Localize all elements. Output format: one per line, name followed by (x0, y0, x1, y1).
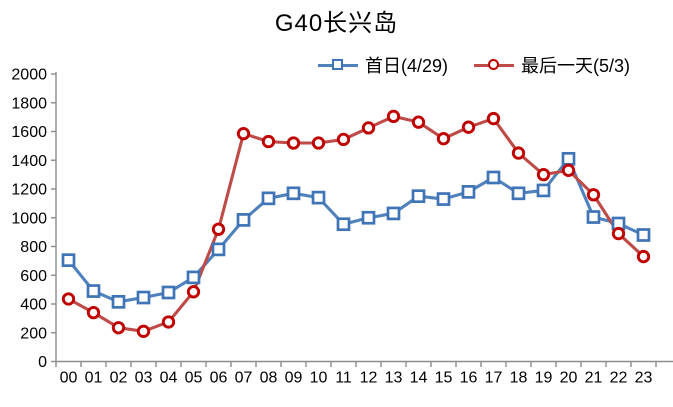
marker-last-day-12 (361, 121, 376, 135)
marker-last-day-22 (611, 226, 626, 241)
y-axis-label: 1600 (11, 124, 47, 141)
marker-first-day-08 (261, 191, 276, 206)
marker-last-day-16 (461, 120, 476, 134)
x-axis-label: 08 (260, 370, 278, 387)
marker-first-day-03 (136, 290, 151, 305)
legend-item-last-day: 最后一天(5/3) (474, 52, 630, 78)
chart-title: G40长兴岛 (274, 10, 399, 37)
x-axis-label: 05 (185, 370, 203, 387)
marker-first-day-21 (586, 210, 601, 224)
marker-first-day-11 (336, 217, 351, 232)
marker-last-day-00 (61, 292, 76, 306)
y-axis-label: 800 (20, 239, 47, 256)
series-line-last-day (66, 114, 646, 333)
y-axis-label: 600 (20, 268, 47, 285)
marker-last-day-05 (186, 285, 201, 299)
x-axis-label: 12 (360, 370, 378, 387)
marker-first-day-04 (161, 285, 176, 300)
marker-last-day-08 (261, 134, 276, 149)
marker-first-day-00 (61, 253, 76, 268)
marker-last-day-17 (486, 111, 501, 126)
legend-square-marker-icon (332, 59, 343, 70)
legend-marker-first-day-icon (318, 58, 358, 72)
marker-first-day-16 (461, 185, 476, 199)
y-axis-label: 2000 (11, 67, 47, 84)
x-axis-label: 10 (310, 370, 328, 387)
marker-last-day-15 (436, 132, 451, 146)
marker-first-day-01 (86, 284, 101, 298)
x-axis-label: 04 (160, 370, 178, 387)
legend-item-first-day: 首日(4/29) (318, 52, 448, 78)
series-line-first-day (66, 157, 646, 304)
x-axis-label: 14 (410, 370, 428, 387)
marker-first-day-10 (311, 190, 326, 205)
marker-first-day-23 (636, 228, 651, 242)
legend-marker-last-day-icon (474, 58, 515, 72)
x-axis-label: 20 (560, 370, 578, 387)
x-axis-label: 22 (610, 370, 628, 387)
x-axis-label: 16 (460, 370, 478, 387)
marker-first-day-14 (411, 189, 426, 204)
marker-first-day-06 (211, 242, 226, 257)
legend-label-last-day: 最后一天(5/3) (521, 56, 631, 76)
marker-first-day-13 (386, 206, 401, 221)
legend-circle-marker-icon (488, 59, 500, 70)
y-axis-label: 0 (38, 354, 47, 371)
x-axis-label: 13 (385, 370, 403, 387)
marker-last-day-06 (211, 222, 226, 236)
marker-last-day-23 (636, 249, 651, 264)
x-axis-label: 07 (235, 370, 253, 387)
marker-last-day-18 (511, 146, 526, 160)
x-axis-label: 17 (485, 370, 503, 387)
marker-first-day-09 (286, 186, 301, 201)
y-axis-label: 1000 (11, 210, 47, 227)
x-axis-label: 18 (510, 370, 528, 387)
marker-last-day-21 (586, 188, 601, 202)
x-axis-label: 01 (85, 370, 103, 387)
marker-last-day-09 (286, 136, 301, 150)
marker-last-day-04 (161, 315, 176, 329)
marker-last-day-13 (386, 109, 401, 124)
marker-last-day-10 (311, 136, 326, 150)
legend-label-first-day: 首日(4/29) (365, 56, 449, 76)
marker-last-day-02 (111, 321, 126, 335)
y-axis-label: 200 (20, 325, 47, 342)
x-axis-label: 19 (535, 370, 553, 387)
x-axis-label: 09 (285, 370, 303, 387)
marker-first-day-20 (561, 151, 576, 166)
x-axis-label: 00 (60, 370, 78, 387)
marker-last-day-14 (411, 115, 426, 129)
x-axis-label: 02 (110, 370, 128, 387)
y-axis-label: 1800 (11, 95, 47, 112)
marker-first-day-18 (511, 186, 526, 201)
y-axis-label: 1200 (11, 182, 47, 199)
x-axis-label: 06 (210, 370, 228, 387)
y-axis-label: 400 (20, 297, 47, 314)
x-axis-label: 03 (135, 370, 153, 387)
marker-first-day-02 (111, 294, 126, 309)
marker-last-day-03 (136, 324, 151, 338)
x-axis-label: 23 (635, 370, 653, 387)
x-axis-label: 11 (335, 370, 352, 387)
marker-last-day-01 (86, 305, 101, 320)
marker-first-day-05 (186, 270, 201, 285)
marker-first-day-19 (536, 183, 551, 198)
marker-first-day-12 (361, 210, 376, 225)
marker-last-day-11 (336, 132, 351, 147)
x-axis-label: 21 (585, 370, 603, 387)
y-axis-label: 1400 (11, 153, 47, 170)
x-axis-label: 15 (435, 370, 453, 387)
marker-last-day-19 (536, 167, 551, 182)
chart-legend: 首日(4/29) 最后一天(5/3) (318, 52, 630, 78)
marker-first-day-17 (486, 170, 501, 185)
marker-last-day-20 (561, 163, 576, 177)
marker-first-day-07 (236, 213, 251, 227)
marker-first-day-15 (436, 192, 451, 206)
marker-last-day-07 (236, 127, 251, 141)
